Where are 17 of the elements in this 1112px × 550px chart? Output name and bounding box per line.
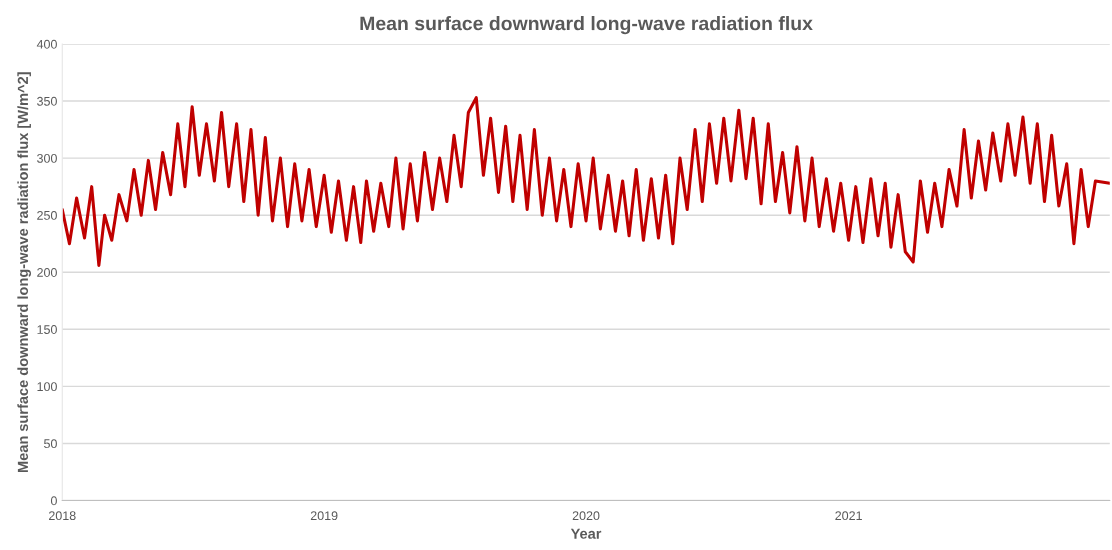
x-axis-title: Year: [570, 528, 602, 539]
y-tick-label: 0: [50, 496, 57, 506]
y-tick-label: 400: [36, 39, 57, 49]
x-tick-label: 2018: [49, 511, 76, 521]
x-tick-label: 2019: [310, 511, 338, 521]
x-tick-label: 2020: [572, 511, 600, 521]
line-series: [62, 96, 1110, 267]
y-tick-label: 350: [37, 96, 57, 106]
y-tick-label: 50: [44, 439, 57, 449]
x-tick-label: 2021: [835, 511, 862, 521]
y-tick-label: 150: [37, 325, 57, 334]
y-tick-label: 200: [37, 268, 57, 277]
y-tick-label: 100: [37, 382, 57, 392]
y-tick-label: 300: [37, 153, 57, 163]
y-axis-title: Mean surface downward long-wave radiation flux [W/m^2]: [17, 72, 31, 473]
y-tick-label: 250: [37, 210, 57, 220]
chart-title: Mean surface downward long-wave radiation flux: [360, 16, 813, 35]
